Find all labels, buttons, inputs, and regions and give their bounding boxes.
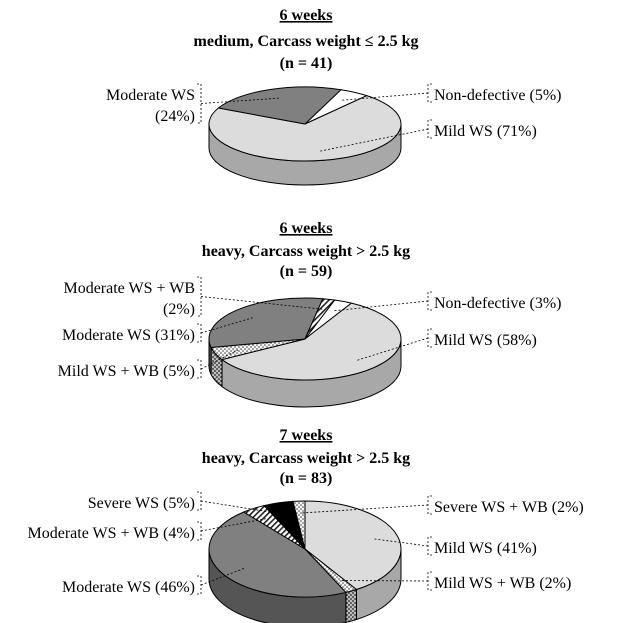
chart-3-pie: Mild WS (41%) Mild WS + WB (2%) Moderate W…: [27, 491, 584, 623]
label-leader: [200, 518, 267, 532]
slice-label-severe-ws: Severe WS (5%): [88, 495, 195, 512]
pie-slice-severe-ws-wb: [292, 500, 306, 550]
chart-3-title-group: 7 weeks heavy, Carcass weight > 2.5 kg (…: [202, 427, 410, 487]
pie-top-slices: [208, 500, 402, 598]
slice-label-line: Moderate WS (31%): [62, 327, 195, 344]
label-bracket: [427, 291, 432, 311]
slice-label-line: (24%): [155, 108, 195, 125]
pie-labels: Non-defective (5%) Mild WS (71%) Moderate …: [106, 83, 562, 152]
slice-label-non-defective: Non-defective (5%): [434, 87, 562, 104]
label-leader: [200, 317, 254, 334]
label-bracket: [427, 536, 432, 556]
label-bracket: [427, 83, 432, 103]
chart-3-title: 7 weeks: [280, 427, 333, 444]
slice-label-line: Severe WS + WB (2%): [434, 499, 584, 516]
pie-slice-moderate-ws-wb: [304, 298, 336, 340]
slice-label-line: Moderate WS: [106, 87, 195, 104]
slice-label-mild-ws: Mild WS (58%): [434, 332, 537, 349]
slice-label-line: Mild WS (71%): [434, 123, 537, 140]
chart-3-n-label: (n = 83): [280, 470, 333, 487]
label-bracket: [197, 575, 202, 595]
pie-labels: Mild WS (41%) Mild WS + WB (2%) Moderate W…: [27, 491, 584, 596]
label-leader: [200, 349, 239, 370]
chart-2-pie: Non-defective (3%) Mild WS (58%) Mild WS +…: [58, 276, 562, 408]
slice-label-line: (2%): [163, 301, 195, 318]
slice-label-line: Mild WS (58%): [434, 332, 537, 349]
slice-label-line: Moderate WS + WB: [63, 280, 195, 297]
label-leader: [374, 538, 429, 547]
chart-1-subtitle: medium, Carcass weight ≤ 2.5 kg: [194, 33, 419, 50]
label-leader: [356, 337, 429, 361]
pie-top-slices: [208, 86, 402, 162]
slice-label-line: Moderate WS + WB (4%): [27, 525, 195, 542]
pie-slice-moderate-ws: [208, 297, 324, 349]
pie-slice-moderate-ws: [208, 511, 347, 598]
chart-1-title-group: 6 weeks medium, Carcass weight ≤ 2.5 kg …: [194, 7, 419, 72]
pie-slice-mild-ws: [220, 302, 402, 381]
slice-label-non-defective: Non-defective (3%): [434, 295, 562, 312]
slice-label-line: Severe WS (5%): [88, 495, 195, 512]
pie-top-slices: [208, 297, 402, 381]
label-bracket: [427, 571, 432, 591]
slice-label-moderate-ws: Moderate WS (24%): [106, 87, 195, 125]
slice-label-moderate-ws-wb: Moderate WS + WB (4%): [27, 525, 195, 542]
chart-2-title-group: 6 weeks heavy, Carcass weight > 2.5 kg (…: [202, 220, 410, 280]
slice-label-moderate-ws-wb: Moderate WS + WB (2%): [63, 280, 195, 318]
slice-label-moderate-ws: Moderate WS (31%): [62, 327, 195, 344]
slice-label-severe-ws-wb: Severe WS + WB (2%): [434, 499, 584, 516]
slice-label-mild-ws-wb: Mild WS + WB (2%): [434, 575, 571, 592]
slice-label-line: Mild WS + WB (2%): [434, 575, 571, 592]
slice-label-line: Mild WS (41%): [434, 540, 537, 557]
label-bracket: [197, 359, 202, 379]
label-bracket: [427, 495, 432, 515]
chart-3-subtitle: heavy, Carcass weight > 2.5 kg: [202, 450, 410, 467]
pie-side-mild-ws-wb: [345, 588, 357, 623]
pie-slice-moderate-ws: [217, 86, 343, 125]
slice-label-line: Moderate WS (46%): [62, 579, 195, 596]
chart-1-title: 6 weeks: [280, 7, 333, 24]
slice-label-mild-ws-wb: Mild WS + WB (5%): [58, 363, 195, 380]
label-bracket: [427, 119, 432, 139]
slice-label-line: Non-defective (5%): [434, 87, 562, 104]
label-bracket: [197, 491, 202, 511]
label-bracket: [197, 276, 202, 317]
pie-labels: Non-defective (3%) Mild WS (58%) Mild WS +…: [58, 276, 562, 380]
chart-2-title: 6 weeks: [280, 220, 333, 237]
label-bracket: [197, 521, 202, 541]
label-bracket: [197, 83, 202, 124]
chart-1-n-label: (n = 41): [280, 55, 333, 72]
label-leader: [300, 504, 429, 514]
slice-label-line: Mild WS + WB (5%): [58, 363, 195, 380]
slice-label-line: Non-defective (3%): [434, 295, 562, 312]
chart-2-subtitle: heavy, Carcass weight > 2.5 kg: [202, 243, 410, 260]
slice-label-moderate-ws: Moderate WS (46%): [62, 579, 195, 596]
label-bracket: [197, 323, 202, 343]
label-leader: [200, 97, 279, 104]
label-bracket: [427, 328, 432, 348]
chart-1-pie: Non-defective (5%) Mild WS (71%) Moderate …: [106, 83, 562, 186]
slice-label-mild-ws: Mild WS (71%): [434, 123, 537, 140]
label-leader: [200, 296, 323, 310]
slice-label-mild-ws: Mild WS (41%): [434, 540, 537, 557]
chart-2-n-label: (n = 59): [280, 263, 333, 280]
pie-side-walls: [208, 338, 402, 408]
